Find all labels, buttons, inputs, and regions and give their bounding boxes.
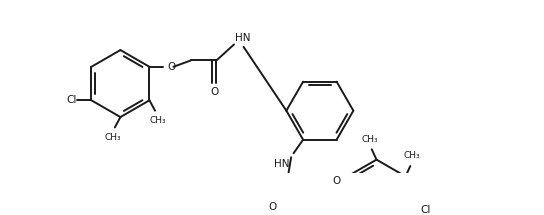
Text: O: O [269,202,277,212]
Text: CH₃: CH₃ [149,116,166,125]
Text: CH₃: CH₃ [104,133,121,142]
Text: HN: HN [235,33,250,43]
Text: CH₃: CH₃ [404,151,420,160]
Text: Cl: Cl [421,205,431,215]
Text: O: O [211,87,219,97]
Text: O: O [332,176,341,186]
Text: CH₃: CH₃ [362,135,379,144]
Text: Cl: Cl [66,95,76,105]
Text: O: O [167,62,175,72]
Text: HN: HN [274,159,289,169]
